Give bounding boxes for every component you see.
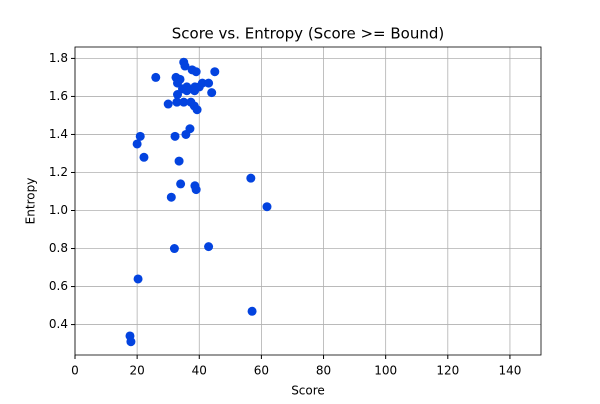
y-tick-label: 1.0 [49, 203, 68, 217]
y-tick-label: 0.4 [49, 317, 68, 331]
point [180, 61, 190, 71]
point [172, 97, 182, 107]
point [174, 156, 184, 166]
y-tick-label: 1.4 [49, 127, 68, 141]
y-tick-label: 1.6 [49, 89, 68, 103]
point [173, 90, 183, 100]
y-tick-label: 0.6 [49, 279, 68, 293]
point [247, 306, 257, 316]
x-tick-label: 20 [129, 364, 144, 378]
point [190, 86, 200, 96]
point [182, 86, 192, 96]
point [210, 67, 220, 77]
point [204, 242, 214, 252]
x-tick-label: 140 [498, 364, 521, 378]
point [191, 67, 201, 77]
x-axis-label: Score [291, 384, 325, 398]
point [166, 192, 176, 202]
point [204, 78, 214, 88]
point [179, 97, 189, 107]
y-tick-label: 1.8 [49, 51, 68, 65]
point [151, 72, 161, 82]
point [192, 105, 202, 115]
point [126, 337, 136, 347]
x-tick-label: 40 [192, 364, 207, 378]
point [262, 202, 272, 212]
x-tick-label: 60 [254, 364, 269, 378]
point [207, 88, 217, 98]
point [163, 99, 173, 109]
plot-frame [74, 46, 542, 356]
x-tick-label: 100 [374, 364, 397, 378]
point [246, 173, 256, 183]
y-tick-label: 1.2 [49, 165, 68, 179]
x-tick-label: 120 [436, 364, 459, 378]
point [169, 244, 179, 254]
point [197, 78, 207, 88]
point [139, 152, 149, 162]
point [133, 274, 143, 284]
point [191, 185, 201, 195]
point [181, 129, 191, 139]
point [170, 131, 180, 141]
point [135, 131, 145, 141]
point [132, 139, 142, 149]
chart-title: Score vs. Entropy (Score >= Bound) [172, 25, 444, 43]
x-tick-label: 80 [316, 364, 331, 378]
x-tick-label: 0 [71, 364, 79, 378]
y-axis-label: Entropy [24, 178, 38, 225]
y-tick-label: 0.8 [49, 241, 68, 255]
point [176, 179, 186, 189]
